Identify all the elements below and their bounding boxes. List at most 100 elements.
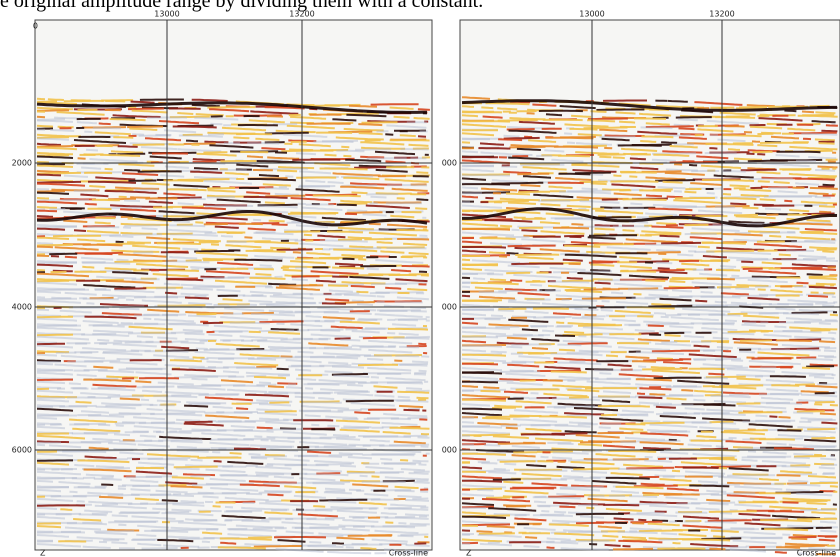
trace [462,229,510,230]
trace [820,531,836,532]
trace [275,194,299,195]
trace [367,359,383,360]
trace [105,405,141,406]
trace [37,216,53,217]
trace [634,118,666,119]
trace [259,492,291,493]
trace [319,500,367,501]
trace [257,428,273,429]
trace [214,461,222,462]
trace [618,532,658,533]
trace [225,507,233,508]
trace [37,508,57,509]
trace [114,288,146,289]
trace [153,396,197,397]
trace [360,476,368,477]
trace [203,497,219,498]
trace [498,291,522,292]
trace [183,330,203,331]
trace [259,304,295,305]
trace [82,263,130,264]
trace [129,129,157,130]
trace [684,336,704,337]
trace [646,195,662,196]
trace [269,311,293,312]
trace [248,537,272,538]
trace [645,297,693,298]
trace [37,317,73,318]
trace [462,481,502,482]
trace [37,380,73,381]
trace [546,542,578,543]
trace [660,236,680,237]
trace [398,496,422,497]
trace [801,134,837,135]
trace [349,230,389,231]
trace [669,326,693,327]
trace [611,293,623,294]
trace [504,138,540,139]
trace [815,170,835,171]
trace [540,222,560,223]
trace [87,227,119,228]
trace [462,242,482,243]
trace [37,229,65,230]
trace [37,315,61,316]
trace [541,511,549,512]
trace [720,198,756,199]
trace [89,448,109,449]
trace [613,549,653,550]
trace [325,371,353,372]
trace [182,249,198,250]
trace [136,535,156,536]
trace [251,456,287,457]
trace [37,144,61,145]
trace [263,184,291,185]
trace [620,271,656,272]
trace [725,126,745,127]
trace [270,348,302,349]
trace [774,448,814,449]
trace [558,156,590,157]
trace [709,148,717,149]
trace [168,537,200,538]
trace [147,409,163,410]
seismic-figure: 13000 13200 0 2000 4000 6000 Z Cross-lin… [0,0,840,557]
trace [336,151,364,152]
trace [81,168,101,169]
trace [715,117,755,118]
trace [208,190,236,191]
trace [769,416,777,417]
trace [551,372,587,373]
trace [93,367,113,368]
trace [202,542,210,543]
trace [808,420,836,421]
trace [221,236,233,237]
trace [462,337,498,338]
trace [779,417,791,418]
trace [177,113,193,114]
trace [517,149,541,150]
trace [802,368,830,369]
trace [791,539,807,540]
trace [730,278,770,279]
trace [377,296,385,297]
trace [784,201,792,202]
trace [651,304,671,305]
trace [305,388,313,389]
trace [234,260,282,261]
trace [139,423,183,424]
trace [803,447,835,448]
trace [742,325,766,326]
trace [632,361,656,362]
trace [504,464,516,465]
trace [524,546,540,547]
trace [332,119,356,120]
trace [271,441,295,442]
trace [131,102,155,103]
trace [264,393,288,394]
trace [819,206,835,207]
trace [462,386,478,387]
trace [277,249,313,250]
trace [601,310,613,311]
